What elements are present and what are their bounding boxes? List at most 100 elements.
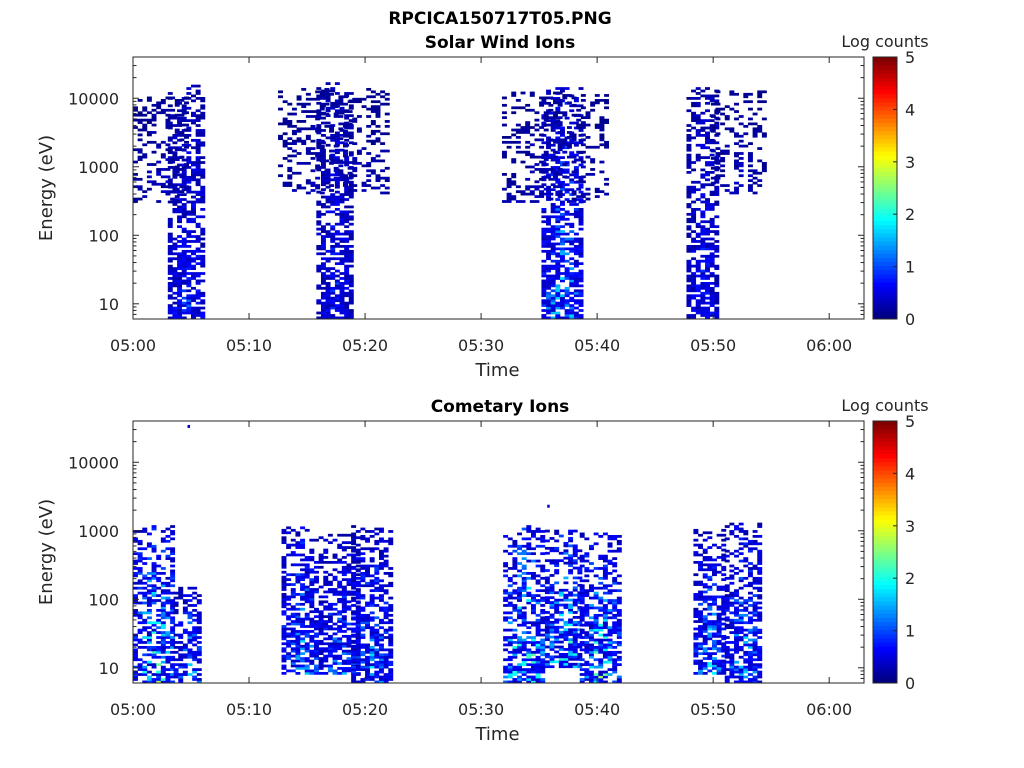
heatmap-cell: [374, 581, 380, 585]
heatmap-cell: [512, 574, 518, 578]
heatmap-cell: [554, 564, 560, 567]
heatmap-cell: [546, 279, 552, 283]
heatmap-cell: [318, 600, 324, 604]
heatmap-cell: [698, 597, 704, 601]
heatmap-cell: [526, 586, 532, 590]
heatmap-cell: [507, 675, 513, 679]
heatmap-cell: [320, 195, 326, 199]
heatmap-cell: [555, 232, 561, 236]
heatmap-cell: [550, 205, 556, 209]
heatmap-cell: [170, 96, 176, 100]
heatmap-cell: [738, 169, 744, 173]
heatmap-cell: [344, 301, 350, 305]
heatmap-cell: [327, 620, 333, 623]
heatmap-cell: [323, 578, 329, 582]
heatmap-cell: [287, 120, 293, 123]
heatmap-cell: [686, 274, 692, 278]
heatmap-cell: [388, 567, 394, 570]
heatmap-cell: [503, 589, 509, 593]
heatmap-cell: [156, 675, 162, 679]
heatmap-cell: [355, 596, 361, 600]
heatmap-cell: [388, 678, 394, 681]
heatmap-cell: [170, 557, 176, 560]
heatmap-cell: [351, 553, 357, 557]
heatmap-cell: [578, 262, 584, 266]
heatmap-cell: [571, 96, 577, 100]
heatmap-cell: [526, 621, 532, 625]
heatmap-cell: [346, 578, 352, 582]
heatmap-cell: [337, 617, 343, 621]
heatmap-cell: [562, 111, 568, 115]
heatmap-cell: [337, 637, 343, 641]
heatmap-cell: [351, 579, 357, 583]
heatmap-cell: [318, 610, 324, 614]
heatmap-cell: [709, 153, 715, 157]
heatmap-cell: [341, 652, 347, 656]
heatmap-cell: [366, 169, 372, 173]
heatmap-cell: [181, 212, 187, 216]
heatmap-cell: [348, 259, 354, 263]
heatmap-cell: [686, 284, 692, 288]
heatmap-cell: [691, 200, 697, 204]
heatmap-cell: [338, 176, 344, 180]
heatmap-cell: [186, 87, 192, 90]
heatmap-cell: [578, 272, 584, 275]
colorbar-segment: [873, 208, 897, 213]
heatmap-cell: [323, 622, 329, 626]
heatmap-cell: [710, 115, 716, 118]
heatmap-cell: [541, 299, 547, 303]
heatmap-cell: [695, 180, 701, 184]
heatmap-cell: [314, 647, 319, 651]
heatmap-cell: [315, 152, 321, 155]
heatmap-cell: [133, 574, 138, 578]
heatmap-cell: [593, 574, 599, 578]
heatmap-cell: [503, 636, 509, 639]
heatmap-cell: [278, 95, 283, 99]
heatmap-cell: [716, 662, 722, 665]
heatmap-cell: [179, 155, 185, 159]
heatmap-cell: [170, 197, 176, 201]
heatmap-cell: [355, 607, 361, 611]
heatmap-cell: [714, 156, 720, 159]
heatmap-cell: [698, 667, 704, 670]
heatmap-cell: [304, 600, 310, 604]
heatmap-cell: [607, 584, 613, 588]
heatmap-cell: [695, 158, 701, 162]
heatmap-cell: [137, 155, 143, 159]
heatmap-cell: [200, 237, 206, 241]
heatmap-cell: [184, 123, 189, 127]
heatmap-cell: [571, 155, 577, 159]
heatmap-cell: [691, 230, 697, 233]
heatmap-cell: [695, 269, 701, 273]
heatmap-cell: [348, 217, 354, 221]
heatmap-cell: [562, 140, 568, 144]
heatmap-cell: [526, 601, 532, 605]
heatmap-cell: [344, 198, 350, 201]
heatmap-cell: [341, 607, 347, 611]
heatmap-cell: [695, 232, 701, 236]
heatmap-cell: [714, 99, 720, 103]
heatmap-cell: [716, 585, 722, 589]
heatmap-cell: [517, 547, 523, 551]
heatmap-cell: [691, 188, 697, 192]
heatmap-cell: [564, 252, 570, 256]
y-tick-label: 10: [99, 295, 119, 314]
heatmap-cell: [734, 132, 739, 136]
heatmap-cell: [512, 609, 518, 612]
heatmap-cell: [344, 193, 350, 196]
heatmap-cell: [707, 585, 713, 589]
heatmap-cell: [700, 126, 706, 130]
heatmap-cell: [346, 639, 352, 643]
heatmap-cell: [564, 183, 570, 187]
heatmap-cell: [300, 593, 306, 596]
heatmap-cell: [160, 549, 166, 553]
heatmap-cell: [281, 625, 287, 628]
heatmap-cell: [734, 159, 739, 163]
heatmap-cell: [192, 586, 198, 590]
heatmap-cell: [304, 671, 310, 675]
heatmap-cell: [378, 606, 384, 610]
heatmap-cell: [172, 296, 178, 300]
heatmap-cell: [305, 152, 311, 155]
heatmap-cell: [181, 245, 187, 248]
heatmap-cell: [503, 611, 509, 615]
